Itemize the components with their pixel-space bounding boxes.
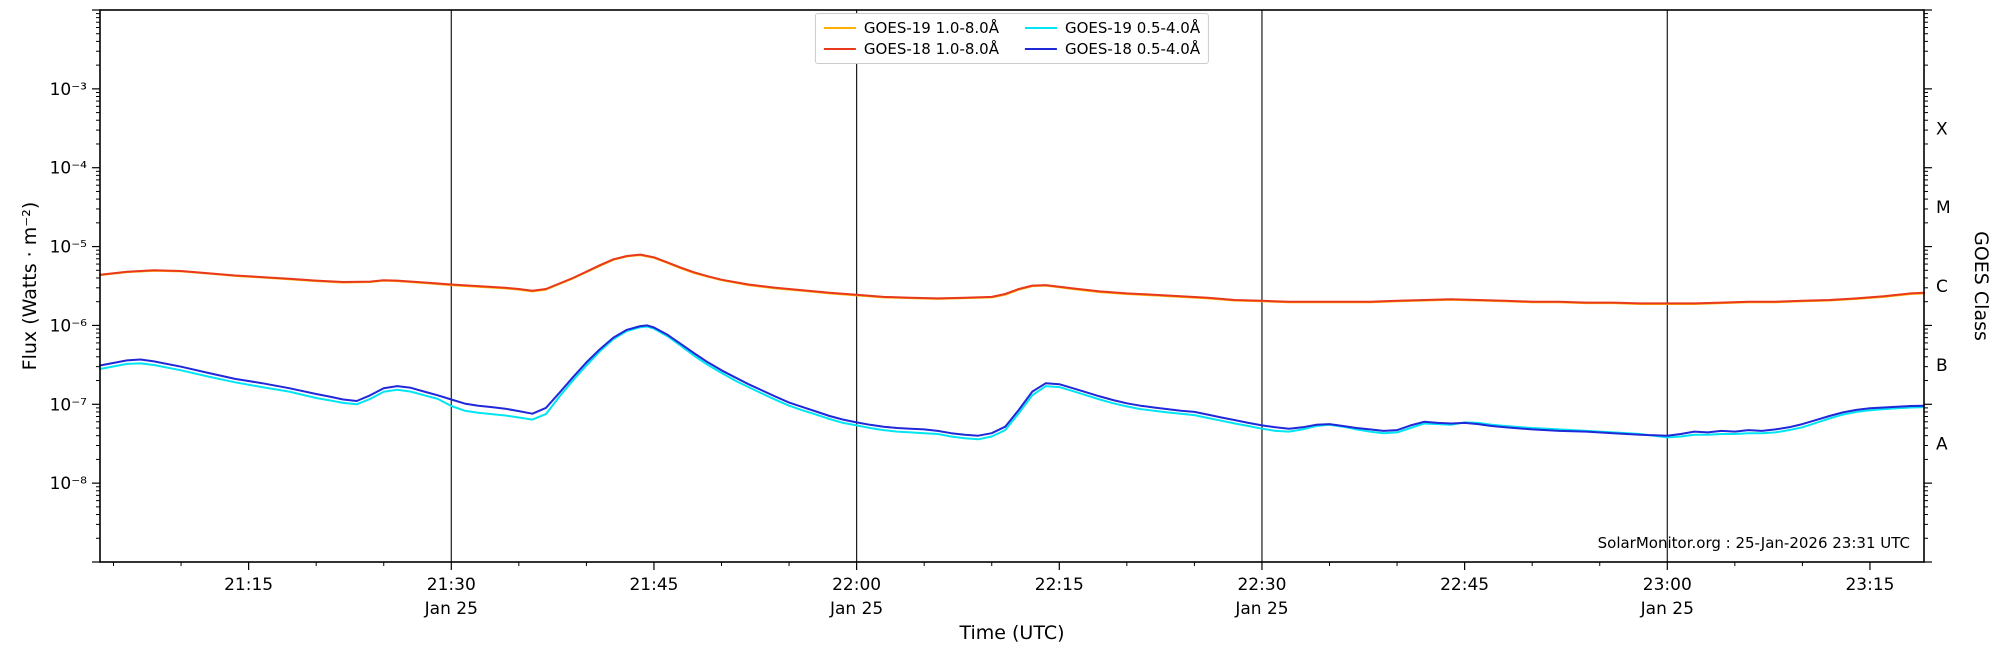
y-tick-label: 10⁻⁷ (50, 395, 88, 415)
x-axis-ticks: 21:15 21:30 Jan 25 21:45 22:00 Jan 25 22:15 22:… (113, 562, 1894, 619)
series-line-GOES-18-0.5-4.0Å (99, 324, 1925, 437)
legend-label: GOES-18 0.5-4.0Å (1065, 40, 1201, 58)
x-tick-sublabel: Jan 25 (424, 599, 478, 619)
legend-line-swatch (1025, 27, 1057, 29)
x-tick-sublabel: Jan 25 (1640, 599, 1694, 619)
goes-class-letter-M: M (1936, 198, 1951, 218)
y-tick-label: 10⁻⁴ (50, 159, 88, 179)
legend-label: GOES-18 1.0-8.0Å (863, 40, 999, 58)
legend-label: GOES-19 0.5-4.0Å (1065, 19, 1201, 37)
plot-border (99, 9, 1925, 563)
series-line-GOES-19-0.5-4.0Å (99, 325, 1925, 441)
watermark-text: SolarMonitor.org : 25-Jan-2026 23:31 UTC (1597, 534, 1910, 552)
legend-label: GOES-19 1.0-8.0Å (863, 19, 999, 37)
series-line-GOES-19-1.0-8.0Å (99, 254, 1925, 305)
x-tick-label: 21:45 (629, 575, 678, 595)
x-tick-label: 23:15 (1845, 575, 1894, 595)
series-line-GOES-18-1.0-8.0Å (99, 253, 1925, 305)
x-tick-label: 22:45 (1440, 575, 1489, 595)
legend-entry: GOES-19 1.0-8.0Å (823, 19, 999, 37)
x-tick-sublabel: Jan 25 (829, 599, 883, 619)
goes-class-letter-C: C (1936, 277, 1948, 297)
goes-class-letters: X M C B A (1936, 119, 1951, 454)
x-axis-label: Time (UTC) (959, 622, 1065, 644)
x-tick-label: 21:30 (427, 575, 476, 595)
legend-entry: GOES-18 1.0-8.0Å (823, 40, 999, 58)
x-tick-label: 22:30 (1237, 575, 1286, 595)
legend: GOES-19 1.0-8.0Å GOES-18 1.0-8.0Å GOES-19 … (814, 13, 1210, 64)
y-axis-ticks: 10⁻³ 10⁻⁴ 10⁻⁵ 10⁻⁶ 10⁻⁷ 10⁻⁸ (50, 9, 1932, 563)
y-axis-label: Flux (Watts · m⁻²) (19, 201, 41, 371)
x-tick-sublabel: Jan 25 (1234, 599, 1288, 619)
legend-line-swatch (823, 27, 856, 29)
legend-entry: GOES-18 0.5-4.0Å (1025, 40, 1200, 58)
x-tick-label: 22:15 (1035, 575, 1084, 595)
y-tick-label: 10⁻⁵ (50, 238, 87, 258)
data-series (99, 253, 1925, 441)
legend-entry: GOES-19 0.5-4.0Å (1025, 19, 1200, 37)
y-axis-right-label: GOES Class (1970, 231, 1992, 341)
goes-class-letter-X: X (1936, 119, 1948, 139)
goes-class-letter-B: B (1936, 356, 1948, 376)
legend-line-swatch (823, 48, 856, 50)
y-tick-label: 10⁻⁶ (50, 316, 88, 336)
x-tick-label: 21:15 (224, 575, 273, 595)
y-tick-label: 10⁻⁸ (50, 474, 88, 494)
x-tick-label: 22:00 (832, 575, 881, 595)
goes-class-letter-A: A (1936, 435, 1948, 455)
legend-line-swatch (1025, 48, 1057, 50)
y-tick-label: 10⁻³ (50, 80, 87, 100)
x-tick-label: 23:00 (1643, 575, 1692, 595)
